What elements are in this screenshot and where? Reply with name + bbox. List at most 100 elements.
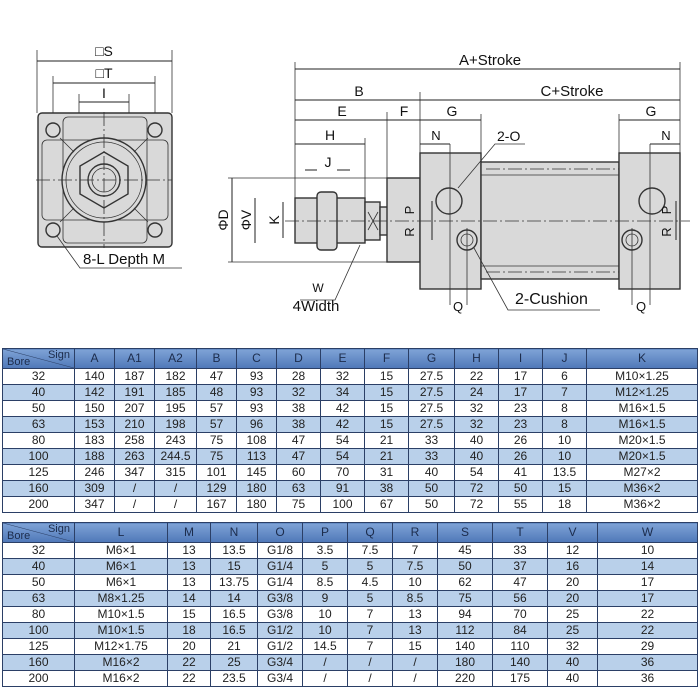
value-cell: M12×1.25 bbox=[586, 384, 698, 401]
value-cell: 7.5 bbox=[347, 542, 393, 559]
value-cell: 140 bbox=[492, 654, 548, 671]
value-cell: / bbox=[114, 496, 155, 513]
column-header-r: R bbox=[392, 522, 438, 543]
dim-e: E bbox=[337, 103, 346, 119]
column-header-s: S bbox=[437, 522, 493, 543]
value-cell: / bbox=[347, 654, 393, 671]
table-row: 80 183 258 243 75 108 47 54 21 33 40 26 10 M20×1.5 bbox=[2, 432, 698, 449]
value-cell: 8.5 bbox=[392, 590, 438, 607]
column-header-k: K bbox=[586, 348, 698, 369]
value-cell: 180 bbox=[236, 480, 277, 497]
port-icon bbox=[435, 187, 666, 215]
value-cell: 26 bbox=[498, 448, 543, 465]
value-cell: 180 bbox=[437, 654, 493, 671]
value-cell: 27.5 bbox=[408, 368, 455, 385]
value-cell: 3.5 bbox=[302, 542, 348, 559]
value-cell: M10×1.25 bbox=[586, 368, 698, 385]
value-cell: 27.5 bbox=[408, 384, 455, 401]
value-cell: M8×1.25 bbox=[74, 590, 168, 607]
value-cell: 32 bbox=[320, 368, 365, 385]
bore-cell: 63 bbox=[2, 416, 75, 433]
column-header-e: E bbox=[320, 348, 365, 369]
table-row: 50 150 207 195 57 93 38 42 15 27.5 32 23 8 M16×1.5 bbox=[2, 400, 698, 417]
value-cell: 10 bbox=[597, 542, 698, 559]
value-cell: 54 bbox=[320, 448, 365, 465]
value-cell: 258 bbox=[114, 432, 155, 449]
value-cell: 33 bbox=[492, 542, 548, 559]
column-header-j: J bbox=[542, 348, 587, 369]
value-cell: M12×1.75 bbox=[74, 638, 168, 655]
value-cell: 62 bbox=[437, 574, 493, 591]
value-cell: 24 bbox=[454, 384, 499, 401]
column-header-l: L bbox=[74, 522, 168, 543]
value-cell: 38 bbox=[364, 480, 409, 497]
value-cell: 47 bbox=[196, 368, 237, 385]
value-cell: 142 bbox=[74, 384, 115, 401]
value-cell: 25 bbox=[547, 622, 598, 639]
front-view: □S □T I 8-L Depth M bbox=[36, 43, 182, 269]
value-cell: 13 bbox=[167, 574, 211, 591]
value-cell: 182 bbox=[154, 368, 197, 385]
value-cell: 347 bbox=[114, 464, 155, 481]
value-cell: M36×2 bbox=[586, 496, 698, 513]
value-cell: 17 bbox=[597, 574, 698, 591]
value-cell: 5 bbox=[347, 558, 393, 575]
value-cell: 244.5 bbox=[154, 448, 197, 465]
value-cell: 180 bbox=[236, 496, 277, 513]
value-cell: 140 bbox=[437, 638, 493, 655]
value-cell: 13 bbox=[167, 542, 211, 559]
value-cell: 17 bbox=[498, 368, 543, 385]
value-cell: M6×1 bbox=[74, 574, 168, 591]
mounting-label: 8-L Depth M bbox=[83, 251, 165, 268]
port-label: 2-O bbox=[497, 128, 520, 144]
dim-k: K bbox=[266, 215, 282, 225]
value-cell: M10×1.5 bbox=[74, 606, 168, 623]
value-cell: 7.5 bbox=[392, 558, 438, 575]
column-header-c: C bbox=[236, 348, 277, 369]
value-cell: 188 bbox=[74, 448, 115, 465]
value-cell: 18 bbox=[167, 622, 211, 639]
value-cell: 7 bbox=[347, 622, 393, 639]
bore-cell: 32 bbox=[2, 542, 75, 559]
bore-cell: 50 bbox=[2, 574, 75, 591]
value-cell: 15 bbox=[364, 384, 409, 401]
value-cell: 47 bbox=[276, 432, 321, 449]
value-cell: 13.75 bbox=[210, 574, 258, 591]
dim-w: W bbox=[312, 281, 324, 295]
value-cell: 33 bbox=[408, 448, 455, 465]
dimension-table-1: Sign Bore A A1 A2 B C D E F G H I J K 32 140 187 182 47 93… bbox=[2, 348, 698, 513]
value-cell: G3/8 bbox=[257, 590, 303, 607]
value-cell: 17 bbox=[597, 590, 698, 607]
value-cell: 16 bbox=[547, 558, 598, 575]
value-cell: 108 bbox=[236, 432, 277, 449]
value-cell: 50 bbox=[408, 496, 455, 513]
side-view: A+Stroke B C+Stroke E F G G H J N N ΦD Φ… bbox=[215, 52, 690, 315]
bore-cell: 125 bbox=[2, 638, 75, 655]
value-cell: 42 bbox=[320, 400, 365, 417]
bore-sign-corner: Sign Bore bbox=[2, 348, 75, 369]
value-cell: 33 bbox=[408, 432, 455, 449]
value-cell: 36 bbox=[597, 670, 698, 687]
dim-h: H bbox=[325, 127, 335, 143]
value-cell: 8 bbox=[542, 400, 587, 417]
value-cell: M20×1.5 bbox=[586, 432, 698, 449]
value-cell: 75 bbox=[196, 448, 237, 465]
value-cell: M36×2 bbox=[586, 480, 698, 497]
value-cell: 347 bbox=[74, 496, 115, 513]
dim-q-left: Q bbox=[453, 299, 463, 314]
value-cell: 70 bbox=[492, 606, 548, 623]
table-row: 125 246 347 315 101 145 60 70 31 40 54 41 13.5 M27×2 bbox=[2, 464, 698, 481]
value-cell: / bbox=[154, 480, 197, 497]
dim-q-right: Q bbox=[636, 299, 646, 314]
column-header-d: D bbox=[276, 348, 321, 369]
bore-cell: 50 bbox=[2, 400, 75, 417]
value-cell: 14 bbox=[210, 590, 258, 607]
value-cell: 6 bbox=[542, 368, 587, 385]
value-cell: 15 bbox=[542, 480, 587, 497]
value-cell: 93 bbox=[236, 368, 277, 385]
value-cell: 57 bbox=[196, 416, 237, 433]
table-row: 63 153 210 198 57 96 38 42 15 27.5 32 23 8 M16×1.5 bbox=[2, 416, 698, 433]
column-header-q: Q bbox=[347, 522, 393, 543]
value-cell: 13.5 bbox=[542, 464, 587, 481]
bore-cell: 63 bbox=[2, 590, 75, 607]
